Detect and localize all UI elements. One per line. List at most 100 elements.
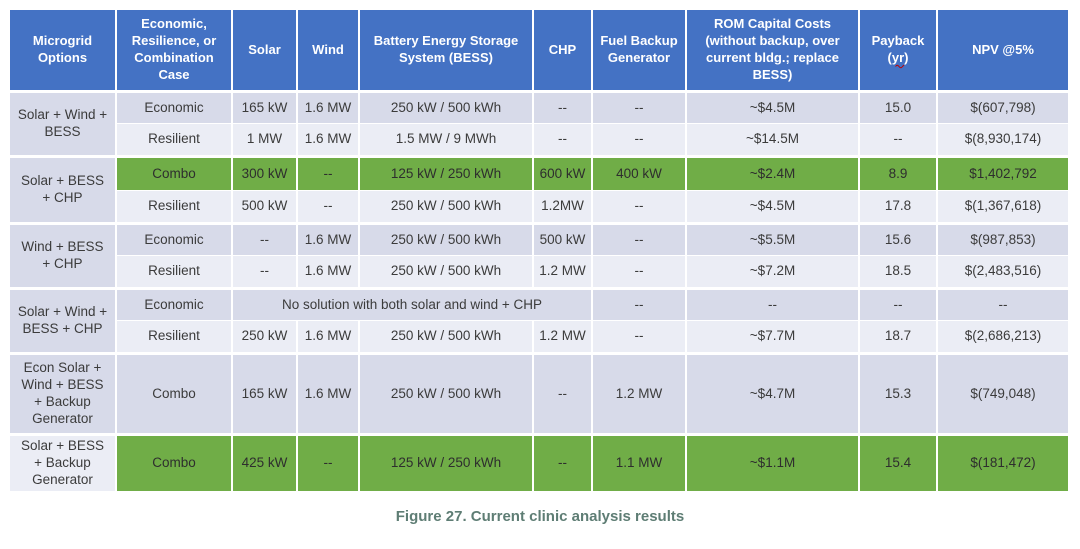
solar-cell: 500 kW bbox=[231, 190, 298, 224]
table-row: Resilient 250 kW 1.6 MW 250 kW / 500 kWh… bbox=[9, 320, 1070, 354]
rom-cell: ~$7.2M bbox=[685, 255, 860, 289]
fuel-cell: -- bbox=[591, 123, 687, 157]
rom-cell: ~$1.1M bbox=[685, 433, 860, 492]
payback-cell: 8.9 bbox=[858, 155, 938, 191]
case-cell: Combo bbox=[115, 155, 233, 191]
fuel-cell: -- bbox=[591, 90, 687, 124]
fuel-cell: -- bbox=[591, 320, 687, 354]
npv-cell: $(1,367,618) bbox=[936, 190, 1070, 224]
bess-cell: 250 kW / 500 kWh bbox=[358, 222, 534, 256]
case-cell: Economic bbox=[115, 287, 233, 321]
payback-cell: 15.6 bbox=[858, 222, 938, 256]
wind-cell: -- bbox=[296, 155, 360, 191]
chp-cell: 1.2 MW bbox=[532, 320, 593, 354]
case-cell: Economic bbox=[115, 90, 233, 124]
npv-cell: $1,402,792 bbox=[936, 155, 1070, 191]
table-row-highlighted: Solar + BESS + Backup Generator Combo 42… bbox=[8, 433, 1070, 492]
fuel-cell: -- bbox=[591, 222, 687, 256]
payback-cell: 17.8 bbox=[858, 190, 938, 224]
rom-cell: ~$7.7M bbox=[685, 320, 860, 354]
table-header-row: Microgrid Options Economic, Resilience, … bbox=[8, 8, 1070, 93]
bess-cell: 1.5 MW / 9 MWh bbox=[358, 123, 534, 157]
col-header-fuel-backup: Fuel Backup Generator bbox=[591, 8, 687, 93]
col-header-solar: Solar bbox=[231, 8, 298, 93]
no-solution-cell: No solution with both solar and wind + C… bbox=[231, 287, 593, 321]
npv-cell: -- bbox=[936, 287, 1070, 321]
bess-cell: 125 kW / 250 kWh bbox=[358, 433, 534, 492]
payback-cell: -- bbox=[858, 287, 938, 321]
col-header-chp: CHP bbox=[532, 8, 593, 93]
table-row: Resilient -- 1.6 MW 250 kW / 500 kWh 1.2… bbox=[9, 255, 1070, 289]
payback-cell: 15.4 bbox=[858, 433, 938, 492]
case-cell: Economic bbox=[115, 222, 233, 256]
group-label-cell: Wind + BESS + CHP bbox=[8, 222, 117, 289]
rom-cell: -- bbox=[685, 287, 860, 321]
col-header-case: Economic, Resilience, or Combination Cas… bbox=[115, 8, 233, 93]
col-header-rom-capital-costs: ROM Capital Costs (without backup, over … bbox=[685, 8, 860, 93]
payback-unit-close: ) bbox=[904, 50, 909, 65]
bess-cell: 250 kW / 500 kWh bbox=[358, 190, 534, 224]
chp-cell: 600 kW bbox=[532, 155, 593, 191]
case-cell: Resilient bbox=[115, 190, 233, 224]
npv-cell: $(8,930,174) bbox=[936, 123, 1070, 157]
fuel-cell: -- bbox=[591, 190, 687, 224]
case-cell: Resilient bbox=[115, 123, 233, 157]
npv-cell: $(749,048) bbox=[936, 352, 1070, 435]
fuel-cell: -- bbox=[591, 255, 687, 289]
npv-cell: $(2,686,213) bbox=[936, 320, 1070, 354]
wind-cell: 1.6 MW bbox=[296, 255, 360, 289]
payback-cell: 18.5 bbox=[858, 255, 938, 289]
col-header-npv: NPV @5% bbox=[936, 8, 1070, 93]
col-header-microgrid-options: Microgrid Options bbox=[8, 8, 117, 93]
solar-cell: 1 MW bbox=[231, 123, 298, 157]
npv-cell: $(607,798) bbox=[936, 90, 1070, 124]
fuel-cell: -- bbox=[591, 287, 687, 321]
payback-label: Payback bbox=[871, 33, 925, 49]
chp-cell: 1.2 MW bbox=[532, 255, 593, 289]
solar-cell: -- bbox=[231, 255, 298, 289]
table-row: Econ Solar + Wind + BESS + Backup Genera… bbox=[8, 352, 1070, 435]
bess-cell: 250 kW / 500 kWh bbox=[358, 255, 534, 289]
fuel-cell: 1.1 MW bbox=[591, 433, 687, 492]
chp-cell: -- bbox=[532, 433, 593, 492]
table-row-highlighted: Solar + BESS + CHP Combo 300 kW -- 125 k… bbox=[8, 155, 1070, 224]
wind-cell: -- bbox=[296, 190, 360, 224]
npv-cell: $(181,472) bbox=[936, 433, 1070, 492]
group-label-cell: Solar + Wind + BESS + CHP bbox=[8, 287, 117, 354]
payback-unit-open: ( bbox=[887, 50, 892, 65]
bess-cell: 250 kW / 500 kWh bbox=[358, 352, 534, 435]
table-row: Resilient 500 kW -- 250 kW / 500 kWh 1.2… bbox=[9, 190, 1070, 224]
col-header-payback: Payback (yr) bbox=[858, 8, 938, 93]
wind-cell: 1.6 MW bbox=[296, 123, 360, 157]
solar-cell: 250 kW bbox=[231, 320, 298, 354]
chp-cell: 1.2MW bbox=[532, 190, 593, 224]
wind-cell: 1.6 MW bbox=[296, 320, 360, 354]
npv-cell: $(987,853) bbox=[936, 222, 1070, 256]
rom-cell: ~$4.7M bbox=[685, 352, 860, 435]
wind-cell: -- bbox=[296, 433, 360, 492]
payback-cell: 18.7 bbox=[858, 320, 938, 354]
table-row: Solar + Wind + BESS Economic 165 kW 1.6 … bbox=[8, 90, 1070, 157]
table-row: Resilient 1 MW 1.6 MW 1.5 MW / 9 MWh -- … bbox=[9, 123, 1070, 157]
payback-unit: yr bbox=[891, 50, 905, 65]
case-cell: Combo bbox=[115, 352, 233, 435]
wind-cell: 1.6 MW bbox=[296, 222, 360, 256]
fuel-cell: 400 kW bbox=[591, 155, 687, 191]
wind-cell: 1.6 MW bbox=[296, 90, 360, 124]
bess-cell: 250 kW / 500 kWh bbox=[358, 90, 534, 124]
case-cell: Combo bbox=[115, 433, 233, 492]
case-cell: Resilient bbox=[115, 320, 233, 354]
rom-cell: ~$2.4M bbox=[685, 155, 860, 191]
microgrid-analysis-table: Microgrid Options Economic, Resilience, … bbox=[8, 8, 1070, 492]
wind-cell: 1.6 MW bbox=[296, 352, 360, 435]
group-label-cell: Solar + BESS + Backup Generator bbox=[8, 433, 117, 492]
chp-cell: -- bbox=[532, 352, 593, 435]
fuel-cell: 1.2 MW bbox=[591, 352, 687, 435]
table-row: Wind + BESS + CHP Economic -- 1.6 MW 250… bbox=[8, 222, 1070, 289]
rom-cell: ~$4.5M bbox=[685, 190, 860, 224]
rom-cell: ~$14.5M bbox=[685, 123, 860, 157]
group-label-cell: Solar + BESS + CHP bbox=[8, 155, 117, 224]
solar-cell: 165 kW bbox=[231, 90, 298, 124]
solar-cell: 300 kW bbox=[231, 155, 298, 191]
